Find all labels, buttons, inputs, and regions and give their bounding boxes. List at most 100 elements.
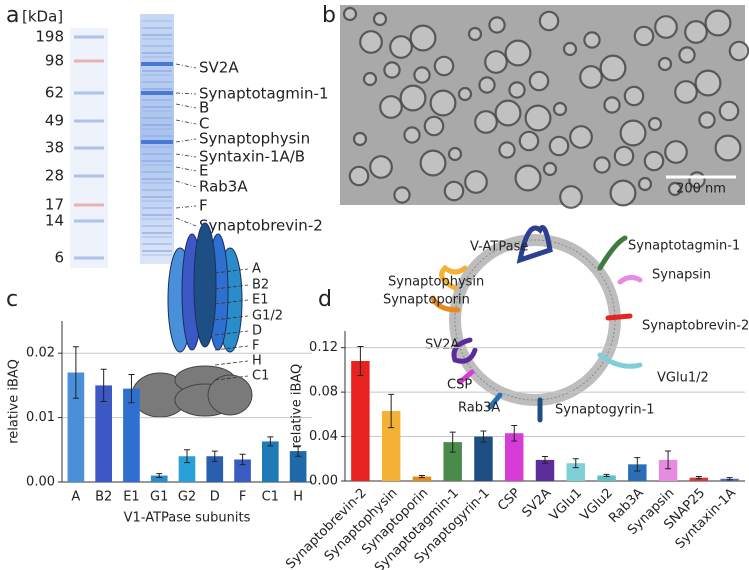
x-tick-label: VGlu1: [547, 486, 585, 524]
vesicle-particle: [474, 110, 498, 134]
sample-lane: [140, 14, 174, 264]
subunit-leader: [214, 299, 249, 305]
vesicle-particle: [369, 155, 393, 179]
band-leader: [175, 138, 197, 143]
scale-bar-label: 200 nm: [676, 182, 726, 197]
bar: [474, 436, 493, 481]
vesicle-particle: [423, 115, 445, 137]
error-bar: [634, 457, 641, 472]
error-bar: [239, 453, 246, 466]
bar: [123, 388, 140, 482]
vesicle-protein: [487, 392, 503, 410]
ladder-band: [74, 174, 104, 178]
x-tick-label: C1: [262, 490, 279, 505]
subunit-label: G1/2: [252, 309, 283, 324]
ladder-band: [74, 203, 104, 207]
ladder-band: [74, 146, 104, 150]
error-bar: [480, 430, 487, 443]
vesicle-particle: [359, 30, 383, 54]
error-bar: [726, 477, 733, 481]
sample-band: [142, 20, 172, 22]
protein-label: CSP: [447, 378, 472, 393]
panel-label: b: [322, 3, 336, 28]
vesicle-particle: [393, 186, 411, 204]
vesicle-protein: [617, 274, 643, 285]
vesicle-particle: [528, 70, 550, 92]
band-label: Synaptobrevin-2: [199, 217, 323, 235]
protein-label: Synaptobrevin-2: [642, 319, 749, 334]
error-bar: [211, 450, 218, 462]
vesicle-particle: [464, 170, 488, 194]
marker-label: 28: [45, 167, 64, 185]
vesicle-particle: [508, 81, 526, 99]
vesicle-protein: [597, 352, 643, 369]
error-bar: [128, 373, 135, 404]
vesicle-particle: [667, 181, 683, 197]
vesicle-protein: [430, 295, 461, 313]
sample-band: [142, 146, 172, 148]
vesicle-protein: [597, 235, 628, 271]
sample-band: [142, 128, 172, 130]
vesicle-particle: [457, 86, 473, 102]
sample-band: [142, 74, 172, 76]
bar: [150, 475, 168, 482]
sample-band: [142, 117, 172, 119]
bar: [689, 477, 709, 481]
vesicle-particle: [518, 130, 540, 152]
error-bar: [603, 473, 610, 478]
vesicle-particle: [657, 56, 673, 72]
subunit-leader: [214, 315, 249, 321]
y-tick-label: 0.08: [309, 385, 338, 400]
gel-unit: [kDa]: [22, 8, 63, 26]
vesicle-particle: [498, 141, 516, 159]
vesicle-particle: [348, 165, 370, 187]
panel-label: c: [6, 287, 18, 312]
vesicle-particle: [583, 31, 601, 49]
marker-label: 6: [54, 249, 64, 267]
vesicle-particle: [718, 100, 740, 122]
vesicle-membrane: [449, 234, 621, 406]
vesicle-particle: [447, 146, 463, 162]
marker-label: 62: [45, 84, 64, 102]
error-bar: [511, 424, 518, 442]
sample-band: [142, 27, 172, 29]
sample-band: [142, 153, 172, 155]
protein-label: V-ATPase: [470, 240, 528, 255]
sample-band: [142, 70, 172, 72]
subunit-leader: [214, 330, 249, 336]
error-bar: [357, 346, 364, 376]
sample-band: [142, 45, 172, 47]
ladder-band: [74, 119, 104, 123]
vesicle-particle: [504, 39, 532, 67]
sample-band: [142, 182, 172, 184]
vesicle-protein: [516, 225, 553, 264]
sample-band: [142, 196, 172, 198]
band-leader: [175, 63, 197, 69]
marker-label: 38: [45, 139, 64, 157]
error-bar: [267, 436, 274, 447]
subunit-leader: [214, 375, 249, 381]
vesicle-particle: [548, 135, 570, 157]
sample-band-strong: [141, 62, 173, 66]
x-axis-label: V1-ATPase subunits: [124, 511, 251, 526]
vesicle-particle: [678, 46, 696, 64]
vesicle-particle: [524, 104, 552, 132]
sample-band: [142, 200, 172, 202]
y-tick-label: 0.00: [309, 474, 338, 489]
bar: [535, 459, 555, 481]
band-label: B: [199, 99, 209, 117]
y-tick-label: 0.01: [26, 410, 55, 425]
vesicle-particle: [609, 179, 637, 207]
sample-band: [142, 218, 172, 220]
vesicle-particle: [352, 131, 368, 147]
sample-band: [142, 56, 172, 58]
subunit-label: A: [252, 262, 261, 277]
vesicle-particle: [562, 41, 578, 57]
band-leader: [175, 119, 197, 125]
vesicle-particle: [478, 76, 496, 94]
marker-label: 17: [45, 196, 64, 214]
vesicle-particle: [409, 24, 437, 52]
sample-band: [142, 254, 172, 256]
protein-label: Synaptogyrin-1: [555, 403, 655, 418]
sample-band: [142, 99, 172, 101]
